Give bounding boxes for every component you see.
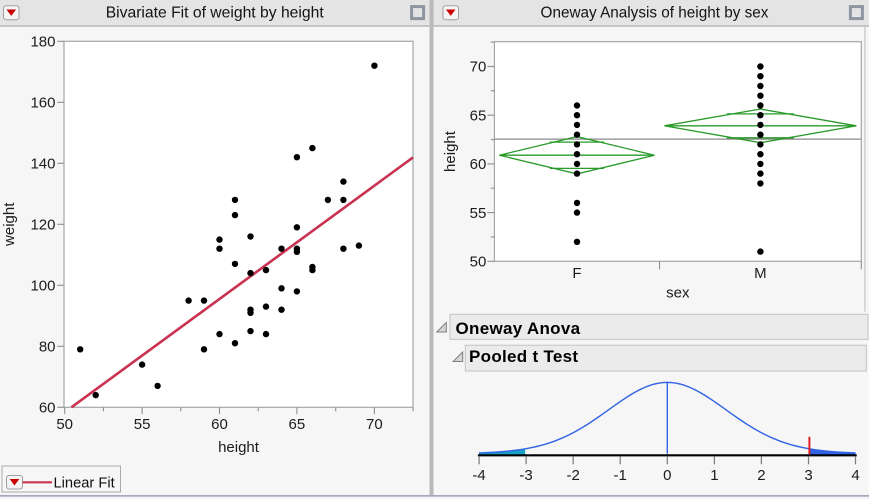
svg-text:100: 100 bbox=[30, 278, 55, 295]
svg-text:-1: -1 bbox=[614, 467, 627, 484]
svg-text:F: F bbox=[572, 265, 581, 282]
svg-text:0: 0 bbox=[663, 467, 671, 484]
svg-text:Bivariate Fit of weight by hei: Bivariate Fit of weight by height bbox=[106, 5, 325, 22]
svg-text:M: M bbox=[754, 265, 767, 282]
svg-text:65: 65 bbox=[289, 416, 306, 433]
svg-text:height: height bbox=[218, 439, 260, 456]
svg-text:120: 120 bbox=[30, 217, 55, 234]
svg-text:-2: -2 bbox=[567, 467, 580, 484]
svg-text:55: 55 bbox=[134, 416, 151, 433]
svg-text:weight: weight bbox=[1, 202, 18, 247]
svg-text:180: 180 bbox=[30, 34, 55, 51]
svg-text:Pooled t Test: Pooled t Test bbox=[469, 347, 578, 366]
svg-text:Oneway Anova: Oneway Anova bbox=[456, 319, 581, 338]
svg-text:2: 2 bbox=[757, 467, 765, 484]
svg-text:50: 50 bbox=[470, 254, 487, 271]
svg-text:80: 80 bbox=[39, 339, 56, 356]
svg-text:1: 1 bbox=[710, 467, 718, 484]
svg-text:-4: -4 bbox=[472, 467, 485, 484]
svg-text:140: 140 bbox=[30, 156, 55, 173]
svg-text:60: 60 bbox=[470, 156, 487, 173]
svg-text:3: 3 bbox=[804, 467, 812, 484]
svg-text:height: height bbox=[442, 130, 459, 172]
svg-text:60: 60 bbox=[211, 416, 228, 433]
svg-text:65: 65 bbox=[470, 107, 487, 124]
svg-text:70: 70 bbox=[366, 416, 383, 433]
svg-text:55: 55 bbox=[470, 205, 487, 222]
svg-text:-3: -3 bbox=[519, 467, 532, 484]
svg-text:4: 4 bbox=[851, 467, 859, 484]
svg-text:sex: sex bbox=[666, 285, 690, 302]
svg-text:60: 60 bbox=[39, 400, 56, 417]
svg-text:Oneway Analysis of height by s: Oneway Analysis of height by sex bbox=[541, 5, 769, 22]
svg-text:50: 50 bbox=[56, 416, 73, 433]
svg-text:70: 70 bbox=[470, 59, 487, 76]
svg-text:Linear Fit: Linear Fit bbox=[54, 476, 115, 492]
svg-text:160: 160 bbox=[30, 95, 55, 112]
